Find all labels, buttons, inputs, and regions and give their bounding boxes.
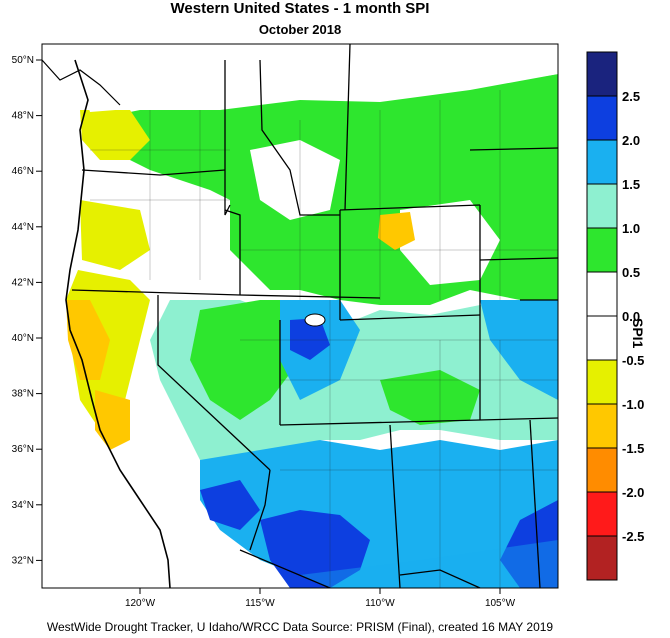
plot-frame xyxy=(41,43,559,589)
colorbar-bin xyxy=(586,447,618,493)
lat-tick-label: 44°N xyxy=(12,222,34,233)
colorbar-bin xyxy=(586,139,618,185)
lon-tick-label: 120°W xyxy=(125,598,156,609)
colorbar-bin xyxy=(586,315,618,361)
lon-tick-label: 105°W xyxy=(485,598,516,609)
lat-tick-label: 48°N xyxy=(12,111,34,122)
lat-tick-label: 40°N xyxy=(12,333,34,344)
colorbar-bin xyxy=(586,359,618,405)
spi-regions xyxy=(42,44,558,588)
canada-coast xyxy=(42,59,121,106)
colorbar-tick-label: -2.5 xyxy=(622,529,644,544)
colorbar-title: SPI1 xyxy=(630,318,646,349)
colorbar-tick-label: 0.5 xyxy=(622,265,640,280)
colorbar: 2.5 2.0 1.5 1.0 0.5 0.0 -0.5 -1.0 -1.5 -2.0 -2.5 xyxy=(586,51,644,581)
map-area xyxy=(42,44,558,588)
lon-tick-label: 115°W xyxy=(245,598,275,609)
colorbar-bin xyxy=(586,491,618,537)
colorbar-tick-label: -1.0 xyxy=(622,397,644,412)
lon-tick-label: 110°W xyxy=(365,598,395,609)
great-salt-lake xyxy=(304,313,326,327)
colorbar-tick-label: 0.0 xyxy=(622,309,640,324)
lat-tick-label: 36°N xyxy=(12,444,34,455)
colorbar-tick-label: 1.0 xyxy=(622,221,640,236)
lat-tick-label: 32°N xyxy=(12,555,34,566)
colorbar-tick-label: 2.0 xyxy=(622,133,640,148)
lat-tick-label: 46°N xyxy=(12,166,34,177)
coastline xyxy=(65,59,171,588)
colorbar-bin xyxy=(586,95,618,141)
latitude-axis: 50°N 48°N 46°N 44°N 42°N 40°N 38°N 36°N 34°N 32°N xyxy=(12,55,42,566)
map-title: Western United States - 1 month SPI xyxy=(170,0,430,17)
lat-tick-label: 42°N xyxy=(12,277,34,288)
state-boundaries xyxy=(71,44,558,588)
lat-tick-label: 50°N xyxy=(12,55,34,66)
map-subtitle: October 2018 xyxy=(258,22,342,37)
lat-tick-label: 34°N xyxy=(12,500,34,511)
colorbar-bin xyxy=(586,183,618,229)
longitude-axis: 120°W 115°W 110°W 105°W xyxy=(125,588,516,609)
colorbar-tick-label: 1.5 xyxy=(622,177,640,192)
colorbar-bin xyxy=(586,227,618,273)
county-boundaries xyxy=(90,90,558,588)
colorbar-tick-label: 2.5 xyxy=(622,89,640,104)
colorbar-bin xyxy=(586,535,618,581)
lat-tick-label: 38°N xyxy=(12,389,34,400)
colorbar-tick-label: -2.0 xyxy=(622,485,644,500)
colorbar-tick-label: -1.5 xyxy=(622,441,644,456)
colorbar-bin xyxy=(586,51,618,97)
footer-credit: WestWide Drought Tracker, U Idaho/WRCC D… xyxy=(46,620,554,634)
colorbar-tick-label: -0.5 xyxy=(622,353,644,368)
colorbar-bin xyxy=(586,271,618,317)
colorbar-bin xyxy=(586,403,618,449)
